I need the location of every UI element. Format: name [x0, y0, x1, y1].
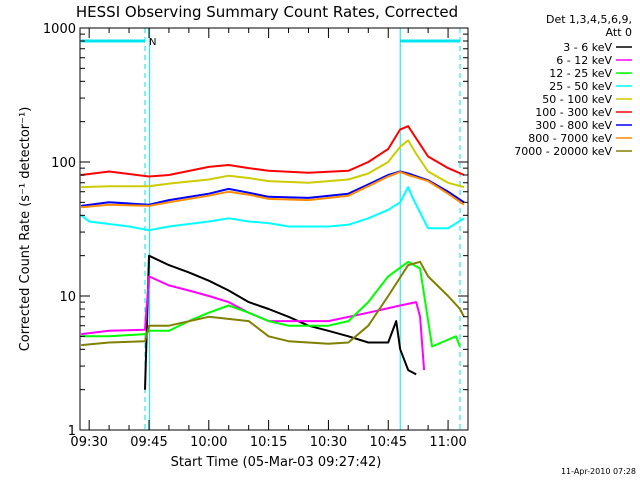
series-lines — [80, 125, 465, 390]
x-tick-label: 10:15 — [250, 435, 287, 450]
x-tick-label: 10:30 — [310, 435, 347, 450]
series-line — [81, 139, 465, 189]
y-tick-label: 10 — [59, 290, 76, 305]
x-tick-label: 09:45 — [130, 435, 167, 450]
footer-timestamp: 11-Apr-2010 07:28 — [561, 467, 636, 476]
series-line — [81, 260, 461, 348]
legend-entry-label: 7000 - 20000 keV — [514, 145, 612, 158]
series-line — [81, 125, 465, 178]
y-tick-label: 100 — [51, 156, 76, 171]
flag-vertical-lines — [79, 28, 461, 430]
x-axis-label: Start Time (05-Mar-03 09:27:42) — [171, 455, 382, 470]
legend-entry-label: 25 - 50 keV — [549, 80, 612, 93]
chart-title: HESSI Observing Summary Count Rates, Cor… — [76, 3, 458, 21]
y-tick-label: 1 — [68, 424, 76, 439]
legend-entry-label: 12 - 25 keV — [549, 67, 612, 80]
legend-entry-label: 300 - 800 keV — [535, 119, 612, 132]
annotation-label: N — [149, 37, 156, 48]
plot-frame — [79, 27, 469, 431]
legend-header: Att 0 — [606, 26, 632, 39]
legend-entry-label: 6 - 12 keV — [556, 54, 612, 67]
x-tick-label: 10:00 — [190, 435, 227, 450]
x-axis: 09:30 09:45 10:00 10:15 10:30 10:45 11:00 — [70, 28, 469, 450]
legend-entry-label: 3 - 6 keV — [563, 41, 612, 54]
x-tick-label: 09:30 — [70, 435, 107, 450]
series-line — [81, 260, 465, 347]
series-line — [81, 170, 465, 207]
y-axis: 1 10 100 1000 — [43, 22, 468, 439]
x-tick-label: 11:00 — [429, 435, 466, 450]
legend-entry-label: 50 - 100 keV — [542, 93, 612, 106]
series-line — [80, 186, 465, 232]
legend-entry-label: 100 - 300 keV — [535, 106, 612, 119]
x-tick-label: 10:45 — [370, 435, 407, 450]
legend-entry-label: 800 - 7000 keV — [528, 132, 612, 145]
series-line — [81, 171, 465, 209]
y-axis-label: Corrected Count Rate (s⁻¹ detector⁻¹) — [18, 107, 33, 352]
y-tick-label: 1000 — [43, 22, 76, 37]
legend-header: Det 1,3,4,5,6,9, — [546, 13, 632, 26]
annotations: N — [149, 37, 156, 48]
